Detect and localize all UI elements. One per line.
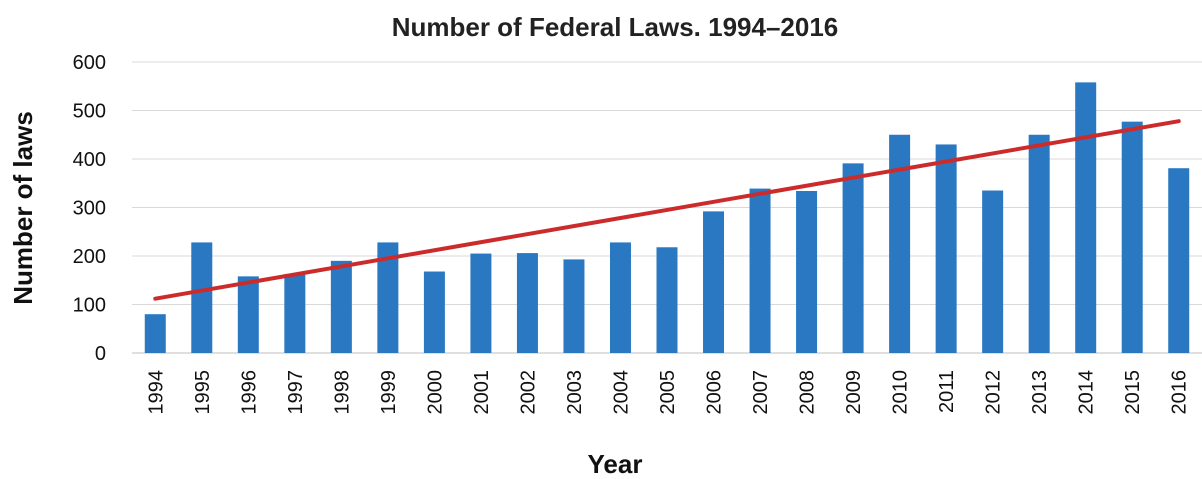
x-tick-label: 1996 [238,370,260,415]
bar [982,190,1004,353]
bar [237,276,259,353]
x-tick-label: 2007 [750,370,772,415]
bar [377,242,399,353]
y-tick-label: 200 [73,246,106,268]
bar [796,191,818,353]
y-tick-label: 600 [73,52,106,74]
x-tick-label: 2015 [1122,370,1144,415]
bar [935,144,957,353]
x-tick-label: 2013 [1029,370,1051,415]
x-tick-label: 2011 [936,370,958,413]
bar [423,271,445,353]
x-tick-label: 1995 [192,370,214,415]
y-axis-ticks: 0 100 200 300 400 500 600 [73,52,106,365]
bar [330,260,352,353]
y-tick-label: 300 [73,198,106,220]
chart-title: Number of Federal Laws. 1994–2016 [392,12,839,42]
x-axis-ticks: 1994 1995 1996 1997 1998 1999 2000 2001 2002 2003… [145,370,1190,415]
x-tick-label: 2006 [704,370,726,415]
bar [656,247,678,353]
trendline-group [153,119,1181,301]
bar [703,211,725,353]
x-tick-label: 2008 [797,370,819,415]
bar [191,242,213,353]
bar [889,134,911,353]
x-tick-label: 2016 [1169,370,1191,415]
y-tick-label: 400 [73,149,106,171]
x-tick-label: 2000 [424,370,446,415]
bar [1168,168,1190,353]
x-tick-label: 2001 [471,370,493,415]
y-tick-label: 500 [73,101,106,123]
x-tick-label: 2010 [890,370,912,415]
x-tick-label: 1994 [145,370,167,415]
x-tick-label: 1998 [331,370,353,415]
bar [516,253,538,353]
bars [144,82,1190,354]
trendline [153,119,1181,301]
bar [749,188,771,353]
y-tick-label: 100 [73,295,106,317]
x-tick-label: 2003 [564,370,586,415]
x-tick-label: 2009 [843,370,865,415]
bar [563,259,585,353]
x-tick-label: 2012 [983,370,1005,415]
x-tick-label: 2014 [1076,370,1098,415]
bar [470,253,492,353]
y-tick-label: 0 [95,343,106,365]
y-axis-title: Number of laws [8,111,38,305]
bar [842,163,864,353]
bar [1028,134,1050,353]
bar [1121,121,1143,353]
x-axis-title: Year [588,449,643,479]
x-tick-label: 2004 [610,370,632,415]
bar [609,242,631,353]
bar [1075,82,1097,354]
x-tick-label: 1997 [285,370,307,415]
x-tick-label: 2002 [517,370,539,415]
x-tick-label: 2005 [657,370,679,415]
x-tick-label: 1999 [378,370,400,415]
bar [144,314,166,353]
bar [284,273,306,353]
